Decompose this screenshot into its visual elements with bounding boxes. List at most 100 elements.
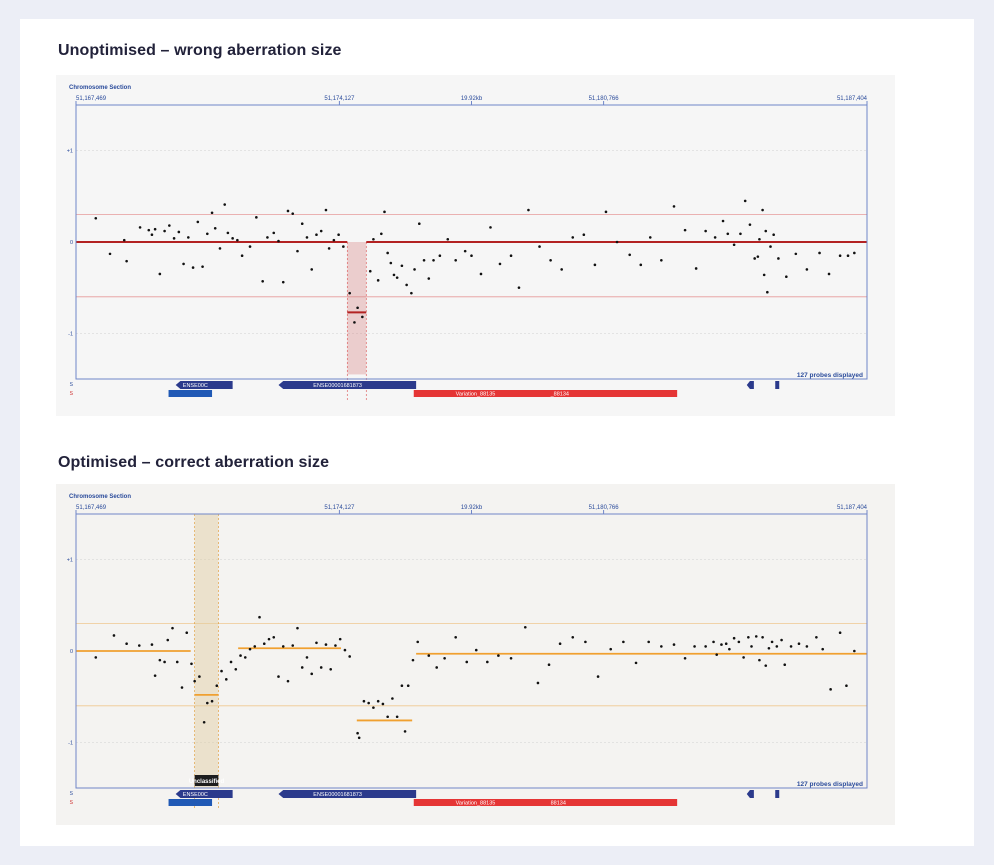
data-point <box>527 208 530 212</box>
x-tick-label: 19.92kb <box>461 96 483 102</box>
data-point <box>720 643 723 646</box>
data-point <box>196 220 200 224</box>
data-point <box>206 232 209 236</box>
data-point <box>277 675 280 678</box>
data-point <box>406 684 410 688</box>
variation-bar <box>413 799 678 806</box>
data-point <box>432 258 435 262</box>
data-point <box>332 238 336 242</box>
data-point <box>112 634 116 637</box>
data-point <box>343 648 347 652</box>
plot-frame <box>75 104 868 380</box>
data-point <box>596 675 600 678</box>
data-point <box>357 736 361 740</box>
data-point <box>479 272 483 276</box>
data-point <box>272 231 276 235</box>
data-point <box>383 210 386 214</box>
data-point <box>337 233 340 236</box>
data-point <box>342 245 345 248</box>
data-point <box>422 258 426 262</box>
x-tick-label: 51,187,404 <box>837 96 868 102</box>
data-point <box>838 254 842 257</box>
data-point <box>185 631 189 635</box>
data-point <box>743 199 747 203</box>
data-point <box>166 638 170 642</box>
data-point <box>163 660 166 664</box>
data-point <box>310 268 314 271</box>
data-point <box>737 640 741 644</box>
variation-bar <box>413 390 678 397</box>
region-label-box <box>194 775 219 786</box>
data-point <box>604 210 608 214</box>
data-point <box>486 660 489 664</box>
data-point <box>372 237 375 241</box>
data-point <box>187 236 190 239</box>
data-point <box>213 227 217 230</box>
gene-ense00001681873 <box>278 790 417 798</box>
data-point <box>286 679 290 683</box>
data-point <box>356 306 359 310</box>
data-point <box>392 273 396 277</box>
data-point <box>338 637 342 641</box>
data-point <box>853 649 856 653</box>
data-point <box>785 275 788 279</box>
data-point <box>772 233 775 236</box>
data-point <box>266 236 269 239</box>
data-point <box>463 249 467 253</box>
data-point <box>395 276 399 279</box>
gene-exon-block <box>168 390 213 397</box>
data-point <box>137 644 141 647</box>
data-point <box>827 272 831 276</box>
data-point <box>315 641 318 645</box>
data-point <box>417 222 421 226</box>
data-point <box>376 699 380 703</box>
data-point <box>248 245 252 248</box>
data-point <box>797 642 801 645</box>
data-point <box>489 226 492 229</box>
data-point <box>769 245 772 248</box>
data-point <box>780 638 783 642</box>
data-point <box>191 266 195 269</box>
data-point <box>329 667 333 671</box>
data-point <box>838 631 842 635</box>
data-point <box>789 645 793 648</box>
data-point <box>712 640 715 644</box>
region-label: Unclassified <box>189 779 225 785</box>
data-point <box>672 205 676 208</box>
data-point <box>647 640 650 644</box>
data-point <box>300 666 304 669</box>
gene-label-ense00001681873: ENSE00001681873 <box>313 792 362 798</box>
y-tick-label: -1 <box>68 740 73 746</box>
data-point <box>403 730 407 733</box>
x-tick-label: 51,180,766 <box>589 505 620 511</box>
data-point <box>753 257 756 260</box>
data-point <box>622 640 625 644</box>
data-point <box>761 208 764 212</box>
data-point <box>427 277 431 280</box>
data-point <box>210 699 214 703</box>
data-point <box>405 283 408 287</box>
data-point <box>206 701 209 705</box>
data-point <box>362 699 366 703</box>
data-point <box>324 643 328 646</box>
data-point <box>353 321 356 324</box>
data-point <box>742 656 745 659</box>
data-point <box>368 269 372 273</box>
gene-ense00c <box>175 790 233 798</box>
data-point <box>239 654 242 657</box>
data-point <box>660 645 663 648</box>
data-point <box>400 264 404 268</box>
data-point <box>261 279 264 283</box>
chart-title-optimised: Optimised – correct aberration size <box>58 454 330 471</box>
data-point <box>547 663 551 666</box>
data-point <box>168 224 171 227</box>
y-tick-label: +1 <box>67 149 73 155</box>
gene-ense00c <box>175 381 233 389</box>
data-point <box>549 258 552 262</box>
data-point <box>470 254 473 257</box>
data-point <box>319 666 323 669</box>
data-point <box>726 232 730 236</box>
data-point <box>150 643 154 646</box>
data-point <box>558 642 562 645</box>
data-point <box>465 660 469 664</box>
